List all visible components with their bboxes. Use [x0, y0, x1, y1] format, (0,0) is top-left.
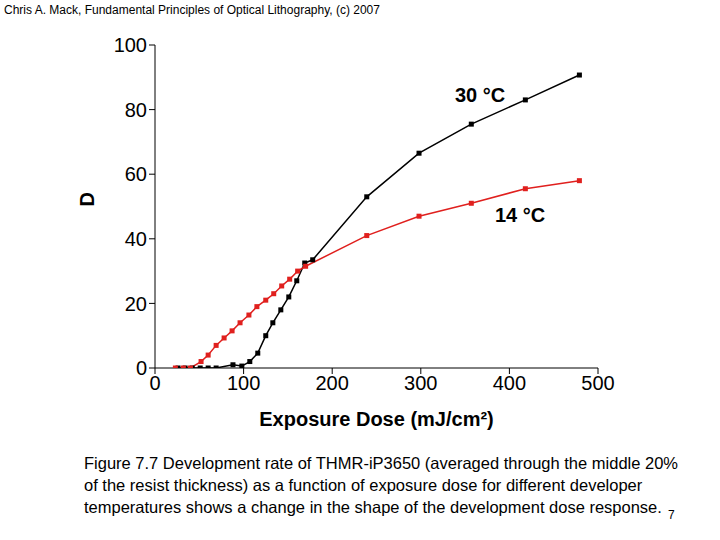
- svg-text:200: 200: [316, 372, 349, 394]
- svg-text:D: D: [76, 192, 98, 206]
- html-text:Chris A. Mack, Fundamental Pri: Chris A. Mack, Fundamental Principles of…: [4, 3, 380, 17]
- svg-text:100: 100: [227, 372, 260, 394]
- svg-text:300: 300: [404, 372, 437, 394]
- svg-text:500: 500: [581, 372, 614, 394]
- svg-text:60: 60: [125, 163, 147, 185]
- svg-text:20: 20: [125, 293, 147, 315]
- svg-text:Exposure Dose (mJ/cm²): Exposure Dose (mJ/cm²): [259, 408, 494, 430]
- svg-text:40: 40: [125, 228, 147, 250]
- html-text:30 °C: 30 °C: [455, 84, 506, 106]
- html-text:14 °C: 14 °C: [495, 204, 546, 226]
- svg-text:0: 0: [136, 357, 147, 379]
- html-text:Figure 7.7 Development rate of: Figure 7.7 Development rate of THMR-iP36…: [84, 454, 678, 522]
- svg-text:100: 100: [114, 34, 147, 56]
- svg-text:400: 400: [493, 372, 526, 394]
- svg-text:0: 0: [149, 372, 160, 394]
- svg-text:80: 80: [125, 99, 147, 121]
